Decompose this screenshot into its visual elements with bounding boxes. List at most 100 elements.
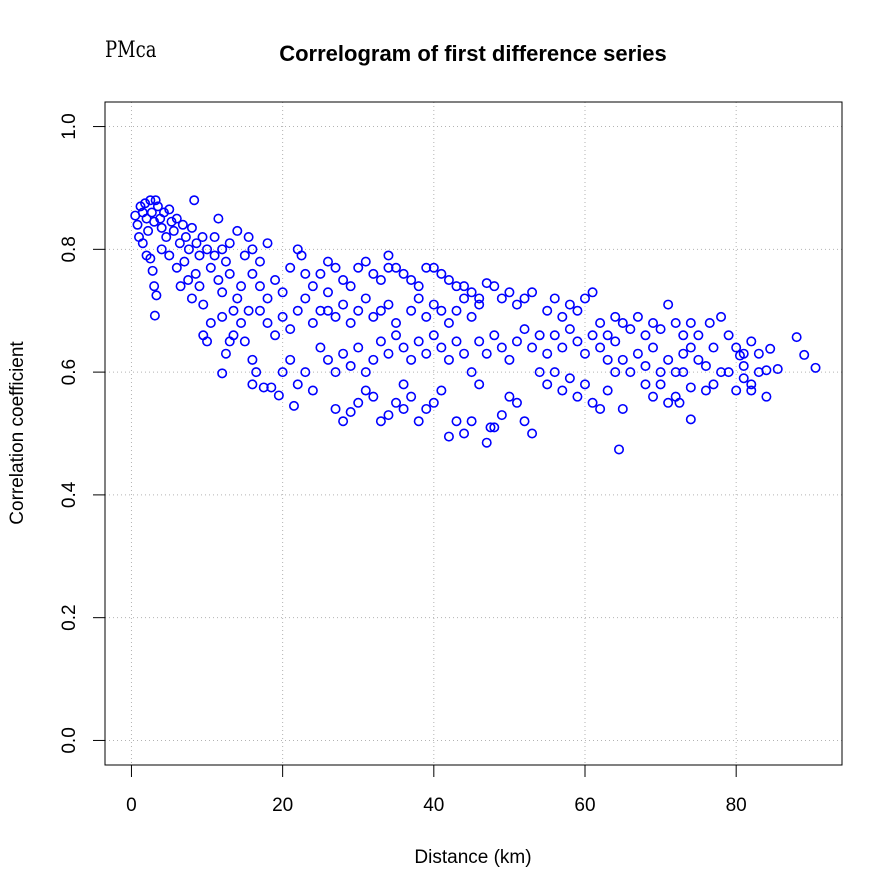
- data-point: [602, 354, 613, 365]
- data-point: [734, 350, 745, 361]
- data-point: [731, 385, 742, 396]
- data-point: [436, 268, 447, 279]
- data-point: [217, 368, 228, 379]
- data-point: [243, 232, 254, 243]
- data-point: [149, 310, 160, 321]
- data-point: [693, 354, 704, 365]
- data-point: [648, 342, 659, 353]
- data-point: [663, 299, 674, 310]
- data-point: [149, 281, 160, 292]
- data-point: [466, 287, 477, 298]
- data-point: [738, 360, 749, 371]
- data-point: [587, 287, 598, 298]
- data-point: [443, 317, 454, 328]
- data-point: [436, 342, 447, 353]
- data-point: [519, 324, 530, 335]
- data-point: [254, 305, 265, 316]
- data-point: [183, 244, 194, 255]
- data-point: [587, 397, 598, 408]
- data-point: [746, 385, 757, 396]
- data-point: [564, 324, 575, 335]
- data-point: [761, 391, 772, 402]
- data-point: [164, 250, 175, 261]
- data-point: [504, 391, 515, 402]
- data-point: [220, 348, 231, 359]
- data-point: [406, 305, 417, 316]
- data-point: [315, 305, 326, 316]
- data-point: [451, 336, 462, 347]
- y-axis: 0.0 0.2 0.4 0.6 0.8 1.0: [59, 113, 106, 754]
- data-point: [186, 222, 197, 233]
- data-point: [398, 379, 409, 390]
- data-point: [663, 354, 674, 365]
- data-point: [704, 317, 715, 328]
- data-point: [557, 311, 568, 322]
- data-point: [572, 391, 583, 402]
- data-point: [270, 330, 281, 341]
- plot-frame: [104, 101, 843, 766]
- data-point: [236, 317, 247, 328]
- data-point: [421, 403, 432, 414]
- data-point: [262, 293, 273, 304]
- data-point: [217, 244, 228, 255]
- data-point: [217, 311, 228, 322]
- data-point: [375, 336, 386, 347]
- y-tick-label: 0.6: [59, 359, 80, 385]
- data-point: [171, 213, 182, 224]
- data-point: [232, 293, 243, 304]
- data-point: [277, 287, 288, 298]
- data-point: [496, 342, 507, 353]
- data-point: [542, 379, 553, 390]
- data-point: [746, 336, 757, 347]
- data-point: [140, 198, 151, 209]
- data-point: [322, 256, 333, 267]
- data-point: [353, 262, 364, 273]
- data-point: [406, 354, 417, 365]
- data-point: [338, 416, 349, 427]
- data-point: [254, 281, 265, 292]
- data-point: [383, 262, 394, 273]
- data-point: [254, 256, 265, 267]
- data-point: [655, 367, 666, 378]
- data-point: [217, 287, 228, 298]
- data-point: [406, 391, 417, 402]
- data-point: [534, 330, 545, 341]
- data-point: [243, 305, 254, 316]
- data-point: [489, 281, 500, 292]
- data-point: [579, 293, 590, 304]
- data-point: [527, 342, 538, 353]
- data-point: [617, 403, 628, 414]
- data-point: [174, 238, 185, 249]
- data-point: [474, 379, 485, 390]
- data-point: [632, 348, 643, 359]
- data-point: [368, 391, 379, 402]
- data-point: [428, 330, 439, 341]
- y-tick-label: 1.0: [59, 113, 80, 139]
- data-point: [213, 275, 224, 286]
- data-point: [296, 250, 307, 261]
- data-point: [156, 222, 167, 233]
- data-point: [799, 349, 810, 360]
- y-tick-label: 0.0: [59, 727, 80, 753]
- data-point: [330, 403, 341, 414]
- data-point: [338, 348, 349, 359]
- data-point: [557, 342, 568, 353]
- data-point: [353, 397, 364, 408]
- data-point: [288, 400, 299, 411]
- data-point: [273, 390, 284, 401]
- data-point: [146, 207, 157, 218]
- data-point: [572, 305, 583, 316]
- data-point: [353, 342, 364, 353]
- data-point: [300, 367, 311, 378]
- data-point: [617, 317, 628, 328]
- data-point: [209, 250, 220, 261]
- data-point: [132, 219, 143, 230]
- data-point: [459, 348, 470, 359]
- x-tick-label: 40: [423, 795, 444, 816]
- data-point: [247, 268, 258, 279]
- data-point: [700, 360, 711, 371]
- data-point: [761, 365, 772, 376]
- data-point: [330, 311, 341, 322]
- data-point: [451, 281, 462, 292]
